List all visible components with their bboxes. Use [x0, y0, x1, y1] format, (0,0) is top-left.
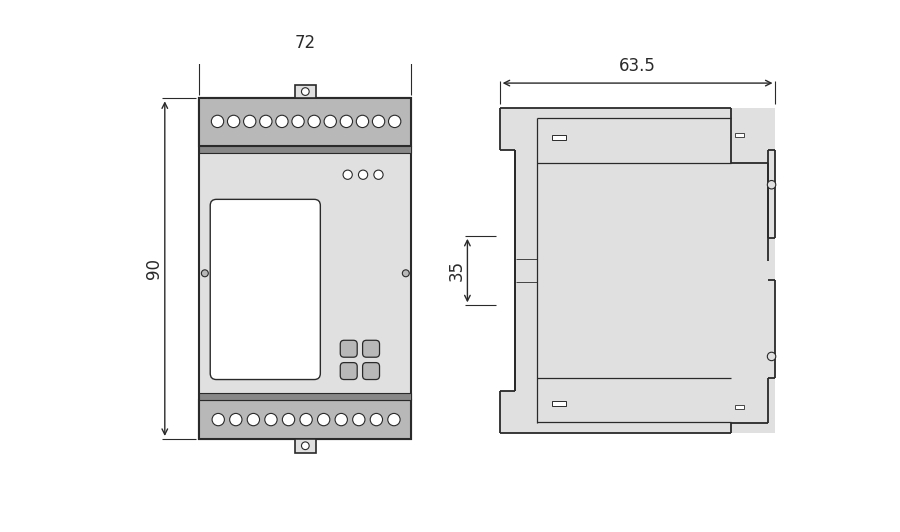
Circle shape: [370, 413, 382, 426]
Circle shape: [318, 413, 329, 426]
Bar: [515, 108, 776, 434]
Text: 72: 72: [295, 34, 316, 52]
Circle shape: [374, 170, 383, 179]
FancyBboxPatch shape: [363, 363, 380, 379]
Bar: [734, 133, 743, 137]
Bar: [500, 104, 779, 434]
Circle shape: [389, 115, 400, 128]
Bar: [496, 100, 787, 437]
FancyBboxPatch shape: [340, 340, 357, 357]
Bar: [200, 98, 411, 439]
FancyBboxPatch shape: [363, 340, 380, 357]
Circle shape: [353, 413, 365, 426]
Bar: [200, 401, 411, 439]
Bar: [200, 98, 411, 146]
Bar: [294, 439, 316, 453]
Bar: [200, 146, 411, 153]
Circle shape: [248, 413, 259, 426]
Circle shape: [373, 115, 384, 128]
Bar: [552, 401, 566, 406]
Bar: [731, 108, 768, 163]
Circle shape: [402, 270, 410, 277]
Bar: [515, 108, 536, 434]
Text: 90: 90: [145, 258, 163, 279]
Bar: [500, 107, 515, 150]
Circle shape: [388, 413, 400, 426]
Circle shape: [358, 170, 368, 179]
Circle shape: [230, 413, 242, 426]
Bar: [731, 378, 768, 434]
Circle shape: [260, 115, 272, 128]
Circle shape: [335, 413, 347, 426]
Circle shape: [302, 88, 310, 95]
Circle shape: [340, 115, 353, 128]
Circle shape: [300, 413, 312, 426]
Circle shape: [244, 115, 256, 128]
Circle shape: [202, 270, 208, 277]
Bar: [552, 135, 566, 140]
Bar: [200, 393, 411, 400]
Circle shape: [292, 115, 304, 128]
Bar: [768, 150, 776, 238]
Bar: [294, 85, 316, 98]
Bar: [500, 391, 515, 434]
Circle shape: [228, 115, 239, 128]
Text: 63.5: 63.5: [619, 56, 656, 74]
Circle shape: [283, 413, 294, 426]
Circle shape: [265, 413, 277, 426]
FancyBboxPatch shape: [340, 363, 357, 379]
Circle shape: [356, 115, 369, 128]
Text: 35: 35: [447, 260, 465, 281]
Bar: [768, 378, 776, 391]
Circle shape: [324, 115, 337, 128]
Bar: [536, 118, 731, 423]
Circle shape: [302, 442, 310, 450]
Circle shape: [768, 180, 776, 189]
Bar: [734, 405, 743, 409]
Circle shape: [308, 115, 320, 128]
Circle shape: [212, 115, 224, 128]
Circle shape: [343, 170, 352, 179]
Circle shape: [212, 413, 224, 426]
FancyBboxPatch shape: [211, 200, 320, 379]
Circle shape: [275, 115, 288, 128]
Circle shape: [768, 352, 776, 361]
